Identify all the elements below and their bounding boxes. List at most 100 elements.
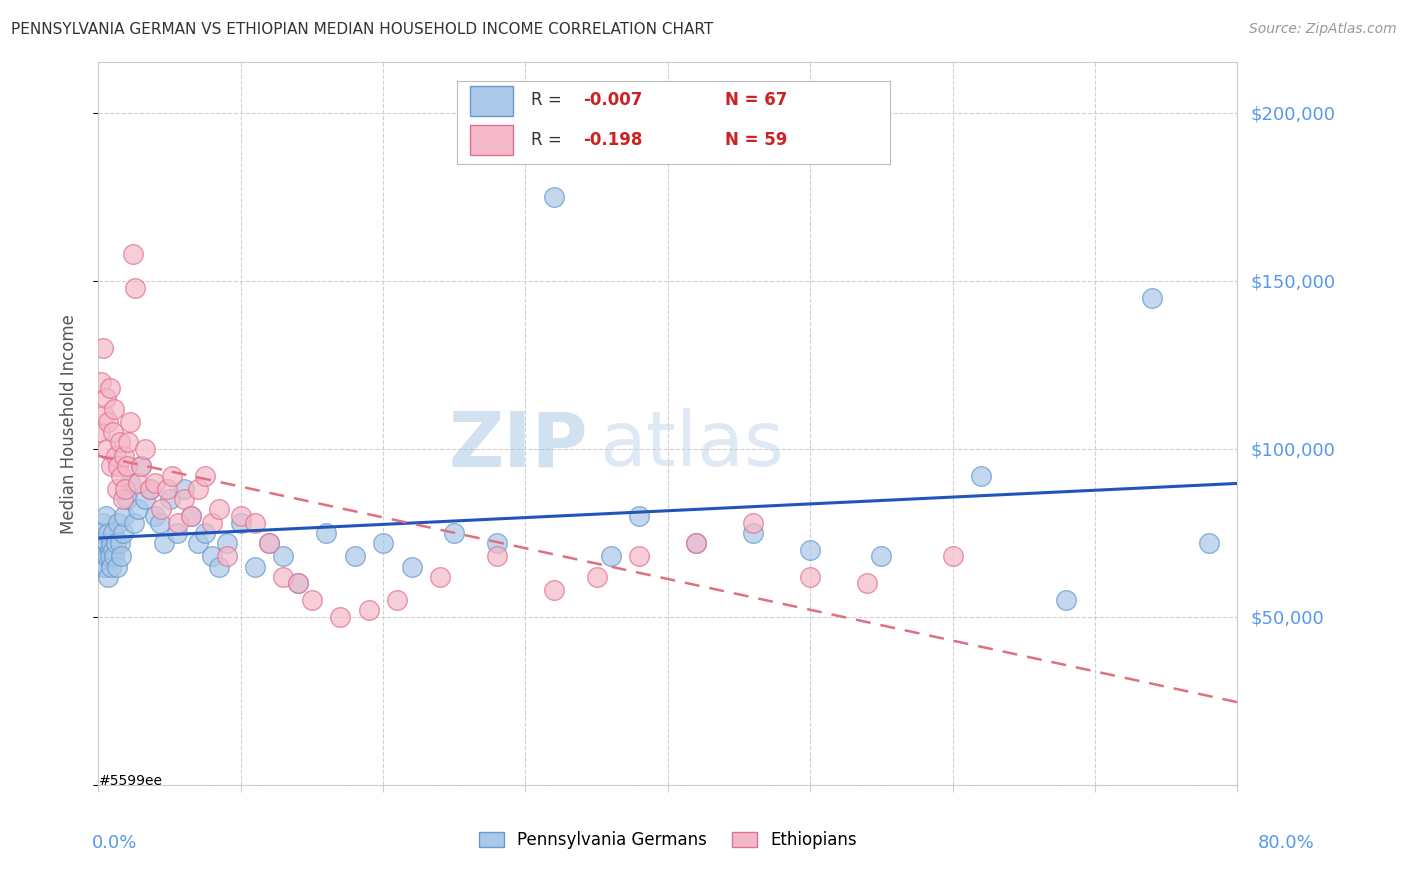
Point — [357, 603, 380, 617]
Point — [105, 559, 128, 574]
Point — [108, 536, 131, 550]
Point — [105, 482, 128, 496]
Legend: Pennsylvania Germans, Ethiopians: Pennsylvania Germans, Ethiopians — [479, 830, 856, 849]
Point — [94, 392, 117, 406]
Point — [96, 442, 118, 456]
Point — [429, 569, 451, 583]
Text: #5599ee: #5599ee — [98, 774, 163, 788]
Point — [243, 516, 266, 530]
Point — [100, 458, 122, 473]
Point — [167, 516, 190, 530]
Point — [373, 536, 395, 550]
Point — [153, 536, 176, 550]
Point — [124, 280, 146, 294]
Text: Source: ZipAtlas.com: Source: ZipAtlas.com — [1249, 22, 1396, 37]
Point — [114, 482, 136, 496]
Point — [799, 542, 821, 557]
Point — [229, 516, 252, 530]
Point — [110, 468, 132, 483]
Point — [117, 435, 139, 450]
Point — [208, 559, 231, 574]
Point — [742, 525, 765, 540]
Point — [315, 525, 337, 540]
Point — [194, 468, 217, 483]
Point — [110, 549, 132, 564]
Point — [127, 502, 149, 516]
Point — [94, 559, 117, 574]
Text: 0.0%: 0.0% — [91, 834, 136, 852]
Y-axis label: Median Household Income: Median Household Income — [59, 314, 77, 533]
Point — [149, 516, 172, 530]
Point — [443, 525, 465, 540]
Point — [201, 549, 224, 564]
Point — [799, 569, 821, 583]
Point — [94, 509, 117, 524]
Point — [145, 509, 167, 524]
Point — [101, 525, 124, 540]
Point — [112, 449, 135, 463]
Point — [201, 516, 224, 530]
Point — [685, 536, 707, 550]
Point — [118, 415, 141, 429]
Point — [129, 458, 152, 473]
Point — [89, 525, 111, 540]
Point — [111, 525, 134, 540]
Point — [121, 247, 143, 261]
Point — [96, 536, 118, 550]
Point — [138, 482, 160, 496]
Point — [103, 549, 125, 564]
Point — [259, 536, 281, 550]
Point — [115, 492, 138, 507]
Point — [97, 569, 120, 583]
Point — [180, 509, 202, 524]
Point — [138, 482, 160, 496]
Point — [585, 569, 607, 583]
Point — [543, 190, 565, 204]
Point — [91, 559, 114, 574]
Point — [166, 525, 188, 540]
Point — [273, 549, 295, 564]
Point — [100, 559, 122, 574]
Point — [97, 415, 120, 429]
Point — [134, 442, 156, 456]
Point — [101, 542, 124, 557]
Point — [97, 525, 120, 540]
Point — [1140, 291, 1163, 305]
Point — [187, 536, 209, 550]
Point — [287, 576, 309, 591]
Point — [108, 435, 131, 450]
Point — [98, 542, 121, 557]
Text: atlas: atlas — [599, 409, 785, 483]
Point — [91, 341, 114, 355]
Point — [942, 549, 965, 564]
Point — [91, 516, 114, 530]
Point — [194, 525, 217, 540]
Point — [93, 549, 115, 564]
Point — [685, 536, 707, 550]
Point — [145, 475, 167, 490]
Point — [150, 502, 173, 516]
Point — [115, 458, 138, 473]
Point — [343, 549, 366, 564]
Point — [329, 610, 352, 624]
Point — [93, 409, 115, 423]
Point — [101, 425, 124, 439]
Text: PENNSYLVANIA GERMAN VS ETHIOPIAN MEDIAN HOUSEHOLD INCOME CORRELATION CHART: PENNSYLVANIA GERMAN VS ETHIOPIAN MEDIAN … — [11, 22, 713, 37]
Text: 80.0%: 80.0% — [1258, 834, 1315, 852]
Point — [93, 542, 115, 557]
Point — [259, 536, 281, 550]
Point — [215, 549, 238, 564]
Point — [287, 576, 309, 591]
Point — [628, 549, 651, 564]
Point — [112, 509, 135, 524]
Point — [543, 582, 565, 597]
Point — [118, 475, 141, 490]
Point — [134, 492, 156, 507]
Point — [486, 536, 509, 550]
Point — [100, 536, 122, 550]
Point — [208, 502, 231, 516]
Point — [107, 516, 129, 530]
Point — [229, 509, 252, 524]
Point — [1056, 593, 1078, 607]
Point — [870, 549, 893, 564]
